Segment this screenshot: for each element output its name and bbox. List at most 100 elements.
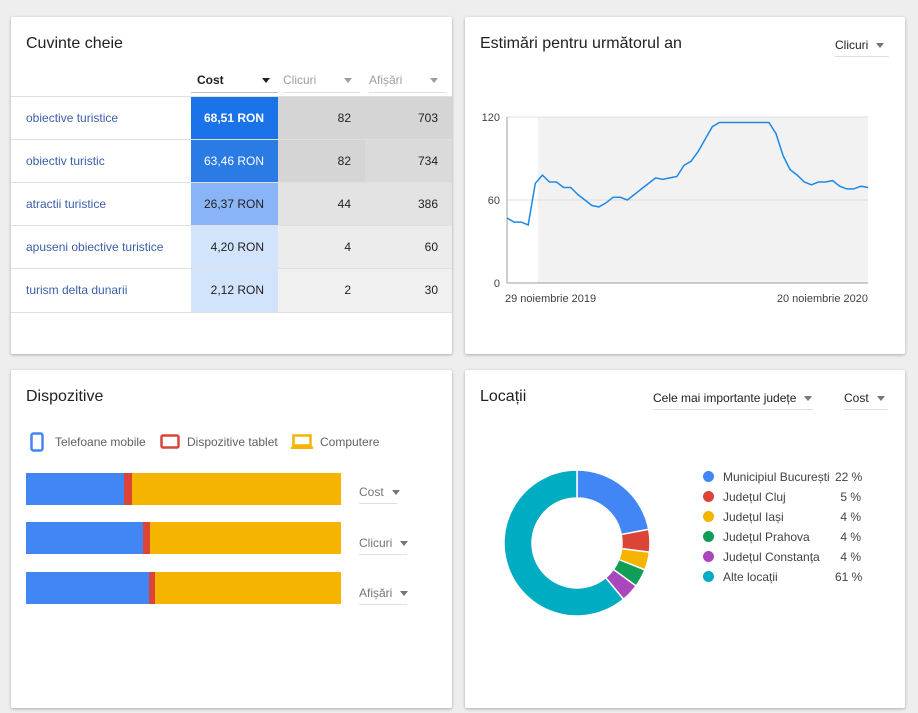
forecast-metric-dropdown[interactable]: Clicuri: [835, 38, 889, 57]
chevron-down-icon: [400, 591, 409, 597]
cost-column-header[interactable]: Cost: [191, 73, 278, 93]
tablet-icon: [160, 434, 180, 449]
impressions-cell: 60: [365, 226, 452, 269]
smartphone-icon: [30, 432, 44, 452]
legend-label: Alte locații: [723, 570, 778, 584]
table-row: apuseni obiective turistice 4,20 RON 4 6…: [11, 225, 452, 269]
impressions-cell: 734: [365, 140, 452, 183]
legend-dot: [703, 571, 714, 582]
y-tick-label: 0: [494, 278, 500, 290]
chevron-down-icon: [400, 541, 409, 547]
cost-cell: 68,51 RON: [191, 97, 278, 140]
mobile-segment: [26, 522, 143, 554]
impressions-cell: 30: [365, 269, 452, 312]
legend-label: Județul Constanța: [723, 550, 820, 564]
cost-cell: 4,20 RON: [191, 226, 278, 269]
keywords-title: Cuvinte cheie: [26, 35, 123, 52]
keyword-link[interactable]: atractii turistice: [26, 197, 107, 211]
legend-item: Județul Constanța 4 %: [703, 550, 873, 566]
legend-label: Județul Cluj: [723, 490, 786, 504]
chevron-down-icon: [804, 396, 813, 402]
mobile-segment: [26, 473, 124, 505]
sort-icon: [430, 78, 438, 83]
chevron-down-icon: [876, 43, 885, 49]
table-row: atractii turistice 26,37 RON 44 386: [11, 182, 452, 226]
clicks-header-label: Clicuri: [283, 73, 317, 87]
legend-value: 4 %: [840, 510, 861, 524]
location-metric-dropdown[interactable]: Cost: [844, 391, 888, 410]
bar-metric-dropdown-impressions[interactable]: Afișări: [359, 586, 409, 605]
clicks-cell: 82: [278, 140, 365, 183]
legend-value: 5 %: [840, 490, 861, 504]
donut-slice[interactable]: [576, 469, 650, 536]
legend-value: 4 %: [840, 550, 861, 564]
device-share-bar-clicks: [26, 522, 341, 554]
cost-cell: 26,37 RON: [191, 183, 278, 226]
dropdown-label: Cele mai importante județe: [653, 391, 797, 405]
dropdown-label: Cost: [844, 391, 869, 405]
dropdown-label: Clicuri: [359, 536, 393, 550]
table-row: obiective turistice 68,51 RON 82 703: [11, 96, 452, 140]
legend-item: Municipiul București 22 %: [703, 470, 873, 486]
keyword-link[interactable]: obiective turistice: [26, 111, 119, 125]
legend-dot: [703, 551, 714, 562]
legend-item: Județul Iași 4 %: [703, 510, 873, 526]
dropdown-label: Afișări: [359, 586, 393, 600]
forecast-line-chart: 120 60 0 29 noiembrie 2019 20 noiembrie …: [482, 112, 869, 305]
tablet-segment: [148, 572, 156, 604]
computer-segment: [150, 522, 341, 554]
devices-card: Dispozitive Telefoane mobile Dispozitive…: [11, 370, 452, 708]
cost-header-label: Cost: [197, 73, 224, 87]
legend-item: Județul Cluj 5 %: [703, 490, 873, 506]
clicks-cell: 82: [278, 97, 365, 140]
y-tick-label: 120: [482, 112, 500, 124]
x-tick-label-start: 29 noiembrie 2019: [505, 293, 596, 305]
keyword-link[interactable]: turism delta dunarii: [26, 283, 128, 297]
impressions-cell: 703: [365, 97, 452, 140]
clicks-column-header[interactable]: Clicuri: [283, 73, 360, 93]
keyword-link[interactable]: obiectiv turistic: [26, 154, 105, 168]
keywords-card: Cuvinte cheie Cost Clicuri Afișări obiec…: [11, 17, 452, 354]
devices-title: Dispozitive: [26, 388, 104, 405]
bar-metric-dropdown-cost[interactable]: Cost: [359, 485, 400, 504]
table-row: turism delta dunarii 2,12 RON 2 30: [11, 268, 452, 313]
impressions-header-label: Afișări: [369, 73, 403, 87]
impressions-column-header[interactable]: Afișări: [369, 73, 446, 93]
legend-dot: [703, 491, 714, 502]
device-share-bar-impressions: [26, 572, 341, 604]
legend-label: Telefoane mobile: [55, 435, 146, 449]
clicks-cell: 2: [278, 269, 365, 312]
location-filter-dropdown[interactable]: Cele mai importante județe: [653, 391, 813, 410]
locations-donut-chart: [503, 469, 651, 617]
clicks-cell: 44: [278, 183, 365, 226]
forecast-title: Estimări pentru următorul an: [480, 35, 682, 52]
donut-slice[interactable]: [503, 469, 625, 617]
chevron-down-icon: [391, 490, 400, 496]
computer-segment: [155, 572, 341, 604]
tablet-segment: [142, 522, 151, 554]
x-tick-label-end: 20 noiembrie 2020: [777, 293, 868, 305]
tablet-segment: [123, 473, 132, 505]
y-tick-label: 60: [488, 195, 500, 207]
laptop-icon: [291, 434, 313, 449]
legend-dot: [703, 511, 714, 522]
table-row: obiectiv turistic 63,46 RON 82 734: [11, 139, 452, 183]
forecast-series-line: [506, 121, 869, 226]
legend-value: 61 %: [835, 570, 863, 584]
impressions-cell: 386: [365, 183, 452, 226]
legend-dot: [703, 531, 714, 542]
cost-cell: 63,46 RON: [191, 140, 278, 183]
legend-label: Județul Iași: [723, 510, 784, 524]
legend-dot: [703, 471, 714, 482]
bar-metric-dropdown-clicks[interactable]: Clicuri: [359, 536, 409, 555]
legend-label: Dispozitive tablet: [187, 435, 278, 449]
clicks-cell: 4: [278, 226, 365, 269]
legend-item: Județul Prahova 4 %: [703, 530, 873, 546]
chevron-down-icon: [876, 396, 885, 402]
keyword-link[interactable]: apuseni obiective turistice: [26, 240, 164, 254]
legend-item: Alte locații 61 %: [703, 570, 873, 586]
computer-segment: [131, 473, 341, 505]
legend-value: 4 %: [840, 530, 861, 544]
legend-label: Computere: [320, 435, 380, 449]
forecast-card: Estimări pentru următorul an Clicuri 120…: [465, 17, 905, 354]
